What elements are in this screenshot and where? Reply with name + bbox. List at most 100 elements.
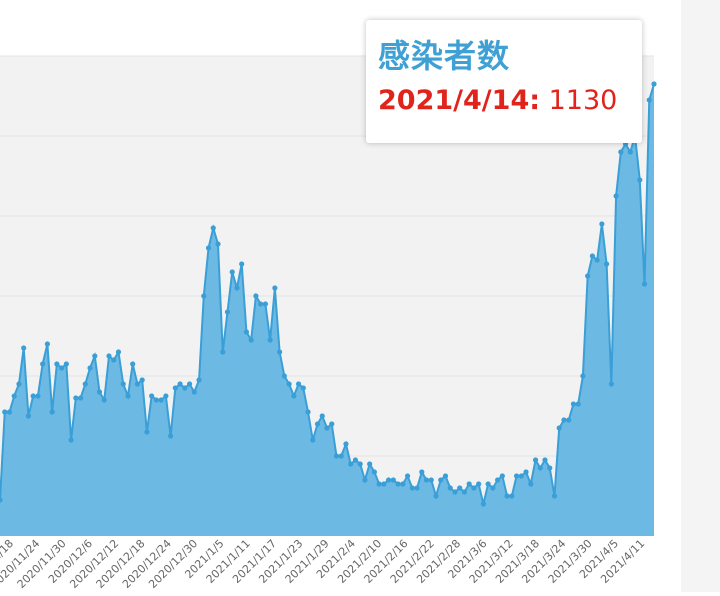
data-point[interactable]: [196, 377, 202, 383]
data-point[interactable]: [201, 293, 207, 299]
data-point[interactable]: [243, 329, 250, 335]
data-point[interactable]: [186, 381, 193, 387]
data-point[interactable]: [324, 425, 330, 431]
data-point[interactable]: [566, 417, 572, 423]
data-point[interactable]: [352, 457, 359, 463]
data-point[interactable]: [400, 481, 406, 487]
data-point[interactable]: [504, 493, 510, 499]
data-point[interactable]: [229, 269, 235, 275]
data-point[interactable]: [651, 81, 657, 87]
data-point[interactable]: [44, 341, 50, 347]
data-point[interactable]: [452, 489, 458, 495]
data-point[interactable]: [149, 393, 155, 399]
data-point[interactable]: [499, 473, 505, 479]
data-point[interactable]: [466, 481, 472, 487]
data-point[interactable]: [163, 393, 169, 399]
data-point[interactable]: [423, 477, 430, 483]
data-point[interactable]: [585, 273, 591, 279]
data-point[interactable]: [35, 393, 41, 399]
data-point[interactable]: [594, 257, 600, 263]
data-point[interactable]: [547, 465, 553, 471]
data-point[interactable]: [11, 393, 17, 399]
data-point[interactable]: [106, 353, 112, 359]
data-point[interactable]: [215, 241, 221, 247]
data-point[interactable]: [234, 285, 240, 291]
data-point[interactable]: [599, 221, 605, 227]
data-point[interactable]: [267, 337, 273, 343]
data-point[interactable]: [618, 149, 624, 155]
data-point[interactable]: [291, 393, 297, 399]
data-point[interactable]: [513, 473, 520, 479]
data-point[interactable]: [461, 489, 468, 495]
data-point[interactable]: [134, 381, 141, 387]
data-point[interactable]: [589, 253, 595, 259]
data-point[interactable]: [40, 361, 46, 367]
data-point[interactable]: [447, 485, 453, 491]
data-point[interactable]: [191, 389, 197, 395]
data-point[interactable]: [476, 481, 482, 487]
data-point[interactable]: [310, 437, 316, 443]
data-point[interactable]: [59, 365, 65, 371]
data-point[interactable]: [139, 377, 145, 383]
data-point[interactable]: [376, 481, 382, 487]
data-point[interactable]: [158, 397, 164, 403]
data-point[interactable]: [92, 353, 98, 359]
data-point[interactable]: [168, 433, 174, 439]
data-point[interactable]: [433, 493, 439, 499]
data-point[interactable]: [528, 481, 534, 487]
data-point[interactable]: [646, 97, 652, 103]
data-point[interactable]: [509, 493, 515, 499]
data-point[interactable]: [248, 337, 254, 343]
data-point[interactable]: [96, 389, 103, 395]
data-point[interactable]: [111, 357, 117, 363]
data-point[interactable]: [16, 381, 22, 387]
data-point[interactable]: [343, 441, 349, 447]
data-point[interactable]: [348, 461, 354, 467]
data-point[interactable]: [21, 345, 27, 351]
data-point[interactable]: [87, 365, 93, 371]
data-point[interactable]: [6, 409, 13, 415]
data-point[interactable]: [613, 193, 619, 199]
data-point[interactable]: [286, 381, 292, 387]
data-point[interactable]: [532, 457, 539, 463]
data-point[interactable]: [575, 401, 581, 407]
data-point[interactable]: [120, 381, 126, 387]
data-point[interactable]: [205, 245, 212, 251]
data-point[interactable]: [63, 361, 69, 367]
data-point[interactable]: [457, 485, 463, 491]
data-point[interactable]: [153, 397, 159, 403]
data-point[interactable]: [224, 309, 231, 315]
data-point[interactable]: [253, 293, 259, 299]
data-point[interactable]: [258, 301, 264, 307]
data-point[interactable]: [490, 485, 496, 491]
data-point[interactable]: [523, 469, 529, 475]
data-point[interactable]: [272, 285, 278, 291]
data-point[interactable]: [608, 381, 614, 387]
data-point[interactable]: [381, 481, 387, 487]
data-point[interactable]: [220, 349, 226, 355]
data-point[interactable]: [25, 413, 32, 419]
data-point[interactable]: [637, 177, 643, 183]
data-point[interactable]: [390, 477, 396, 483]
data-point[interactable]: [277, 349, 283, 355]
data-point[interactable]: [54, 361, 60, 367]
data-point[interactable]: [295, 381, 302, 387]
data-point[interactable]: [362, 477, 368, 483]
data-point[interactable]: [300, 385, 306, 391]
data-point[interactable]: [319, 413, 325, 419]
data-point[interactable]: [428, 477, 434, 483]
data-point[interactable]: [471, 485, 477, 491]
data-point[interactable]: [419, 469, 425, 475]
data-point[interactable]: [542, 457, 548, 463]
data-point[interactable]: [30, 393, 36, 399]
data-point[interactable]: [182, 385, 188, 391]
data-point[interactable]: [414, 485, 420, 491]
data-point[interactable]: [371, 469, 377, 475]
data-point[interactable]: [144, 429, 150, 435]
data-point[interactable]: [438, 477, 444, 483]
data-point[interactable]: [518, 473, 524, 479]
data-point[interactable]: [409, 485, 415, 491]
data-point[interactable]: [604, 261, 610, 267]
data-point[interactable]: [641, 281, 648, 287]
data-point[interactable]: [101, 397, 107, 403]
